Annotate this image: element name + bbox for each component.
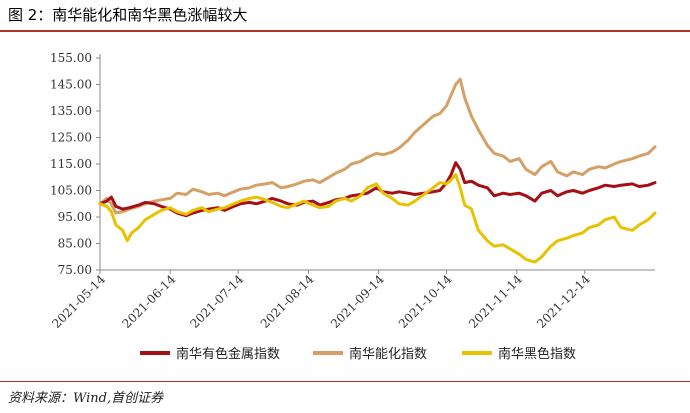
x-tick-label: 2021-05-14 <box>49 272 108 331</box>
y-tick-label: 75.00 <box>58 263 92 277</box>
series-line-2 <box>98 173 657 264</box>
x-tick-label: 2021-07-14 <box>187 272 246 331</box>
line-chart: 75.00 85.00 95.00 105.00 115.00 125.00 135.00 1… <box>49 51 657 362</box>
legend-label-1: 南华能化指数 <box>349 346 427 362</box>
legend: 南华有色金属指数 南华能化指数 南华黑色指数 <box>140 346 576 362</box>
x-axis: 2021-05-14 2021-06-14 2021-07-14 2021-08-14… <box>49 269 655 331</box>
x-tick-label: 2021-08-14 <box>258 272 317 331</box>
y-tick-label: 115.00 <box>50 157 92 171</box>
legend-label-2: 南华黑色指数 <box>498 346 576 362</box>
y-tick-label: 135.00 <box>50 104 92 118</box>
y-tick-label: 85.00 <box>58 237 92 251</box>
source-note: 资料来源：Wind,首创证券 <box>8 391 164 406</box>
x-tick-label: 2021-09-14 <box>328 272 387 331</box>
y-tick-label: 95.00 <box>58 210 92 224</box>
series-line-0 <box>98 161 657 218</box>
figure-title: 图 2：南华能化和南华黑色涨幅较大 <box>8 6 248 24</box>
title-divider <box>0 30 690 32</box>
y-tick-label: 155.00 <box>50 51 92 65</box>
series-lines <box>98 77 657 264</box>
y-tick-label: 125.00 <box>50 131 92 145</box>
y-axis: 75.00 85.00 95.00 105.00 115.00 125.00 135.00 1… <box>50 51 101 277</box>
legend-label-0: 南华有色金属指数 <box>176 346 280 362</box>
y-tick-label: 105.00 <box>50 184 92 198</box>
series-line-1 <box>98 77 657 215</box>
x-tick-label: 2021-11-14 <box>466 272 525 331</box>
source-divider <box>0 381 690 382</box>
x-tick-label: 2021-12-14 <box>534 272 593 331</box>
x-tick-label: 2021-06-14 <box>120 272 179 331</box>
x-tick-label: 2021-10-14 <box>396 272 455 331</box>
y-tick-label: 145.00 <box>50 78 92 92</box>
